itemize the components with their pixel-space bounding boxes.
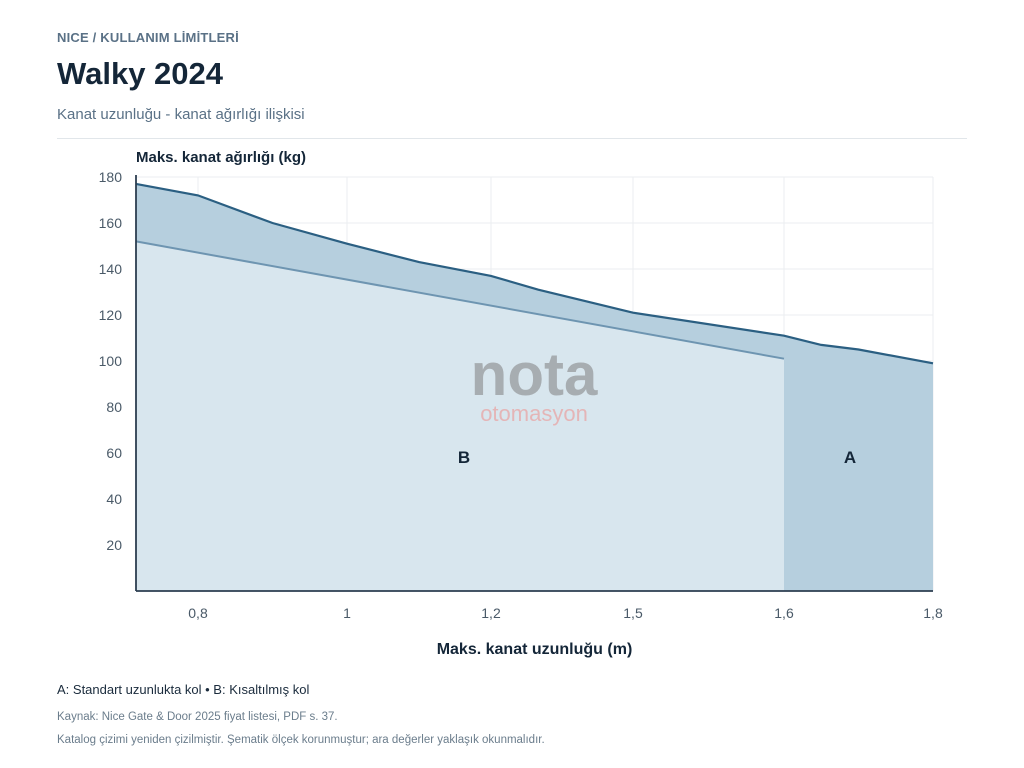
y-tick-label: 140 [99,261,123,277]
page-title: Walky 2024 [57,56,224,91]
y-tick-label: 160 [99,215,123,231]
region-label-a: A [844,448,856,467]
disclaimer-note: Katalog çizimi yeniden çizilmiştir. Şema… [57,734,545,746]
y-tick-label: 80 [106,399,122,415]
region-label-b: B [458,448,470,467]
eyebrow-label: NICE / KULLANIM LİMİTLERİ [57,30,239,45]
y-tick-label: 100 [99,353,123,369]
y-tick-label: 20 [106,537,122,553]
x-tick-label: 1,8 [923,605,943,621]
page-subtitle: Kanat uzunluğu - kanat ağırlığı ilişkisi [57,106,305,123]
x-tick-label: 1,6 [774,605,794,621]
source-note: Kaynak: Nice Gate & Door 2025 fiyat list… [57,711,338,723]
x-tick-label: 1,2 [481,605,501,621]
x-tick-label: 1,5 [623,605,643,621]
series-line-b [135,240,785,360]
chart-areas [136,183,933,591]
legend-note: A: Standart uzunlukta kol • B: Kısaltılm… [57,682,310,697]
watermark-main: nota [471,341,598,408]
y-tick-label: 40 [106,491,122,507]
chart-axes [135,175,933,592]
y-tick-label: 60 [106,445,122,461]
x-tick-label: 1 [343,605,351,621]
y-tick-label: 180 [99,169,123,185]
x-axis-title: Maks. kanat uzunluğu (m) [437,641,633,658]
chart-labels: Maks. kanat ağırlığı (kg) Maks. kanat uzu… [136,149,856,658]
header-divider [57,138,967,139]
area-b [136,241,784,591]
watermark: nota otomasyon [471,341,598,426]
chart-lines [135,182,934,365]
watermark-sub: otomasyon [480,401,588,426]
x-tick-label: 0,8 [188,605,208,621]
usage-limits-chart: nota otomasyon 20 40 60 80 100 120 140 160 180 0,… [99,149,943,658]
y-axis-title: Maks. kanat ağırlığı (kg) [136,149,306,166]
series-line-a [135,182,934,365]
tick-labels: 20 40 60 80 100 120 140 160 180 0,8 1 1,2 1,5 1,6 1,8 [99,169,943,621]
y-tick-label: 120 [99,307,123,323]
